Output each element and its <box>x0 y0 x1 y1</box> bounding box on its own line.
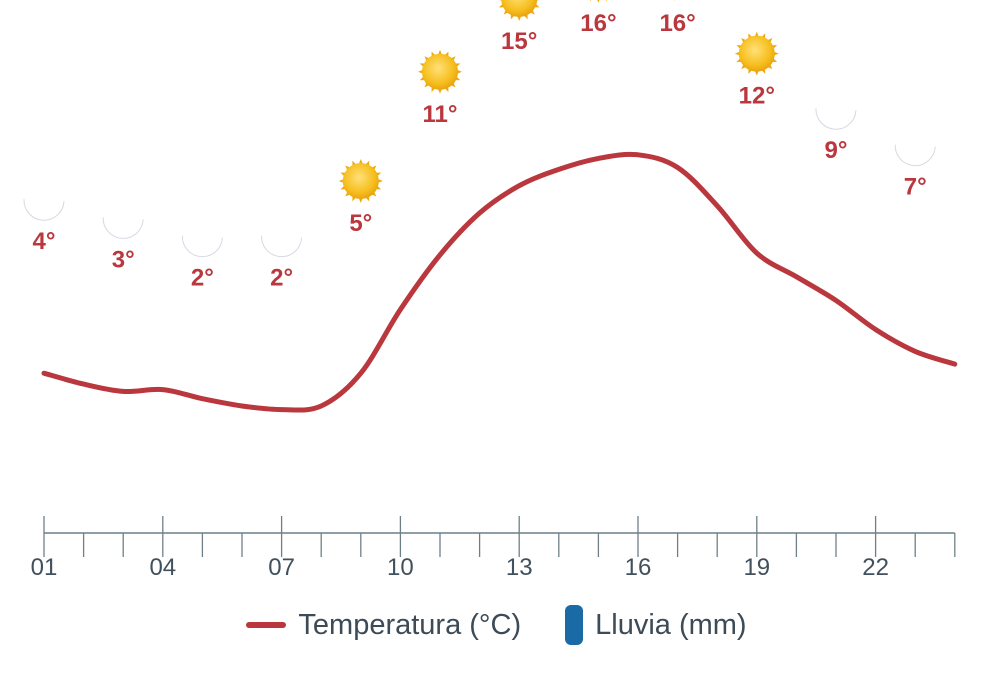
x-tick-label: 04 <box>149 554 176 581</box>
temp-value-label: 5° <box>349 210 372 237</box>
legend-label-rain: Lluvia (mm) <box>595 608 747 641</box>
x-tick-label: 07 <box>268 554 295 581</box>
sun-part <box>674 0 675 1</box>
x-tick-label: 16 <box>625 554 652 581</box>
legend-bar-swatch <box>565 605 584 645</box>
x-tick-label: 19 <box>743 554 770 581</box>
legend-item-temperature: Temperatura (°C) <box>246 609 521 642</box>
legend: Temperatura (°C) Lluvia (mm) <box>0 600 993 650</box>
temperature-labels: 4° 3° 2° 2° 5° 11° 15° 16° 16° 12° 9° 7° <box>33 10 927 292</box>
x-tick-label: 13 <box>506 554 533 581</box>
moon-icon <box>261 235 303 258</box>
temperature-line <box>41 151 958 413</box>
legend-label-temperature: Temperatura (°C) <box>298 608 522 641</box>
sun-icon <box>589 0 607 3</box>
moon-icon <box>23 199 65 221</box>
sun-cloud-icon <box>674 0 675 1</box>
x-tick-label: 10 <box>387 554 414 581</box>
moon-icon <box>815 108 857 130</box>
sun-icon <box>338 159 383 203</box>
moon-icon <box>102 217 144 239</box>
x-tick-label: 01 <box>31 554 58 581</box>
temp-value-label: 4° <box>33 228 56 255</box>
moon-icon <box>894 144 936 167</box>
temp-value-label: 7° <box>904 174 927 201</box>
temp-value-label: 16° <box>659 10 695 37</box>
sun-icon <box>498 0 540 21</box>
sun-icon <box>418 49 462 94</box>
temp-value-label: 9° <box>825 137 848 164</box>
temp-value-label: 15° <box>501 28 537 55</box>
x-tick-label: 22 <box>862 554 889 581</box>
weather-icons <box>23 0 936 258</box>
sun-icon <box>734 31 779 76</box>
temp-value-label: 2° <box>270 265 293 292</box>
legend-item-rain: Lluvia (mm) <box>565 605 747 645</box>
temp-value-label: 11° <box>423 101 458 128</box>
temperature-series <box>41 151 958 413</box>
temp-value-label: 12° <box>739 83 775 110</box>
temp-value-label: 16° <box>580 10 616 37</box>
temp-value-label: 3° <box>112 246 135 273</box>
legend-line-swatch <box>246 622 287 628</box>
temp-value-label: 2° <box>191 265 214 292</box>
x-axis: 01 04 07 10 13 16 19 22 <box>31 516 956 581</box>
moon-icon <box>181 235 223 258</box>
